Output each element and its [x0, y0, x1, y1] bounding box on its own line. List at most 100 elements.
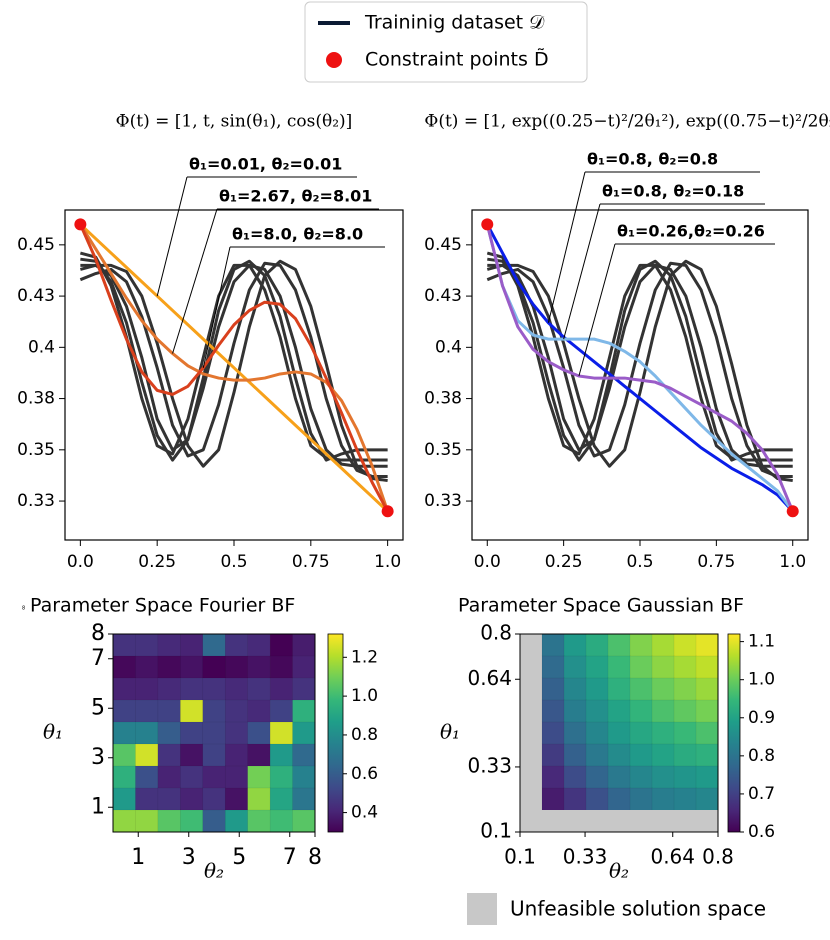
heatmap-cell — [563, 765, 587, 789]
y-tick-label: 7 — [91, 646, 105, 671]
heatmap-cell — [247, 677, 271, 701]
heatmap-cell — [180, 677, 204, 701]
heatmap-cell — [585, 787, 609, 811]
colorbar-tick-label: 0.8 — [351, 725, 378, 745]
heatmap-cell — [695, 743, 719, 767]
corner-label: 8 — [22, 606, 25, 612]
heatmap-cell — [180, 721, 204, 745]
x-tick-label: 0.25 — [138, 552, 176, 572]
heatmap-cell — [112, 699, 136, 723]
heatmap-cell — [695, 787, 719, 811]
heatmap-cell — [269, 765, 294, 789]
constraint-point — [74, 218, 87, 231]
heatmap-cell — [607, 655, 631, 679]
heatmap-cell — [224, 743, 249, 767]
unfeasible-cell — [520, 678, 543, 701]
heatmap-cell — [269, 677, 294, 701]
fit-curve — [485, 223, 795, 512]
heatmap-cell — [112, 633, 136, 657]
heatmap-cell — [673, 633, 697, 657]
plot-area — [78, 223, 390, 513]
constraint-point — [786, 505, 799, 518]
x-tick-label: 0.75 — [697, 552, 735, 572]
unfeasible-cell — [520, 810, 543, 833]
x-tick-label: 0.8 — [702, 845, 734, 869]
legend-label: Constraint points D̃ — [365, 48, 549, 70]
heatmap-cell — [247, 655, 271, 679]
heatmap-cell — [292, 633, 316, 657]
y-axis-label: θ₁ — [43, 720, 63, 744]
heatmap-cell — [563, 743, 587, 767]
constraint-point — [481, 218, 494, 231]
unfeasible-cell — [520, 722, 543, 745]
heatmap-cell — [673, 765, 697, 789]
x-tick-label: 0.1 — [504, 845, 536, 869]
heatmap-cell — [269, 633, 294, 657]
unfeasible-cell — [520, 766, 543, 789]
heatmap-cell — [224, 721, 249, 745]
heatmap-cell — [180, 655, 204, 679]
heatmap-cell — [651, 677, 675, 701]
heatmap-cell — [292, 721, 316, 745]
heatmap-cell — [651, 633, 675, 657]
colorbar-tick-label: 0.6 — [748, 822, 775, 842]
unfeasible-cell — [674, 810, 697, 833]
training-curve — [486, 261, 793, 478]
heatmap-cell — [629, 677, 653, 701]
training-curve — [80, 257, 388, 462]
constraint-point — [381, 505, 394, 518]
training-curve — [486, 259, 793, 483]
heatmap-cell — [292, 677, 316, 701]
heatmap-cell — [607, 699, 631, 723]
legend-box — [304, 1, 588, 83]
y-tick-label: 0.4 — [28, 337, 55, 357]
x-tick-label: 0.33 — [563, 845, 608, 869]
heatmap-cell — [247, 787, 271, 811]
heatmap-cell — [112, 765, 136, 789]
colorbar-tick-label: 1.1 — [748, 632, 775, 652]
fit-curve — [485, 223, 794, 513]
heatmap-cell — [135, 787, 159, 811]
heatmap-cell — [112, 743, 136, 767]
heatmap-cell — [541, 655, 565, 679]
y-tick-label: 5 — [91, 695, 105, 720]
heatmap-cell — [292, 787, 316, 811]
heatmap-cell — [269, 655, 294, 679]
y-tick-label: 0.33 — [17, 491, 55, 511]
heatmap-cell — [585, 633, 609, 657]
y-tick-label: 0.8 — [480, 621, 512, 645]
heatmap-cell — [202, 699, 226, 723]
heatmap-cell — [563, 655, 587, 679]
annotation-leader — [156, 176, 188, 297]
heatmap-cell — [541, 721, 565, 745]
heatmap-cell — [673, 787, 697, 811]
heatmap-cell — [224, 699, 249, 723]
x-tick-label: 0.75 — [292, 552, 330, 572]
x-tick-label: 0.5 — [626, 552, 653, 572]
y-tick-label: 0.4 — [435, 337, 462, 357]
unfeasible-cell — [586, 810, 609, 833]
x-tick-label: 5 — [232, 845, 246, 870]
unfeasible-cell — [696, 810, 719, 833]
y-tick-label: 8 — [91, 621, 105, 646]
y-tick-label: 0.1 — [480, 819, 512, 843]
heatmap-cell — [651, 655, 675, 679]
heatmap-cell — [629, 699, 653, 723]
heatmap-cell — [269, 743, 294, 767]
heatmap-cell — [607, 787, 631, 811]
legend-label: Traininig dataset 𝒟 — [364, 12, 545, 34]
y-tick-label: 0.45 — [17, 235, 55, 255]
x-tick-label: 0.64 — [650, 845, 695, 869]
heatmap-cell — [629, 721, 653, 745]
colorbar-tick-label: 1.0 — [748, 670, 775, 690]
heatmap-cell — [607, 677, 631, 701]
unfeasible-cell — [520, 788, 543, 811]
colorbar-tick-label: 1.0 — [351, 686, 378, 706]
colorbar-tick-label: 0.9 — [748, 708, 775, 728]
heatmap-cell — [112, 809, 136, 833]
heatmap-cell — [224, 655, 249, 679]
heatmap-cell — [651, 787, 675, 811]
fit-curve — [78, 223, 389, 513]
unfeasible-cell — [520, 656, 543, 679]
